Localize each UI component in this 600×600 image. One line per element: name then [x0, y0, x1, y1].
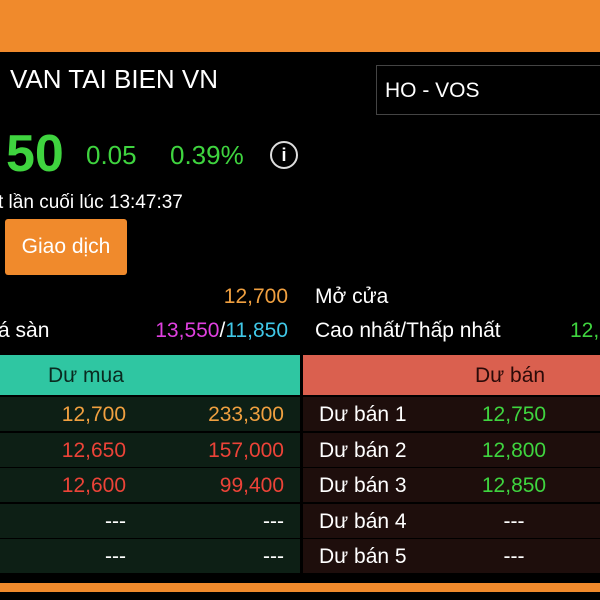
change-percent: 0.39%	[170, 140, 244, 170]
sell-label: Dư bán 2	[319, 438, 407, 462]
sell-cell-bg	[303, 539, 600, 573]
sell-price: 12,850	[481, 474, 547, 497]
open-value: 12,700	[223, 285, 288, 308]
sell-header: Dư bán	[303, 355, 600, 395]
sell-price: 12,750	[481, 403, 547, 426]
buy-cell-bg	[0, 539, 300, 573]
bottom-bar	[0, 583, 600, 592]
buy-price: 12,700	[61, 403, 126, 426]
sell-cell-bg	[303, 432, 600, 467]
symbol-text: HO - VOS	[385, 79, 480, 102]
order-row: 12,700 233,300 Dư bán 1 12,750	[0, 397, 600, 432]
buy-cell-bg	[0, 432, 300, 467]
buy-header: Dư mua	[0, 355, 300, 395]
open-label: Mở cửa	[315, 285, 389, 308]
buy-price: 12,650	[61, 438, 126, 462]
floor: 11,850	[225, 319, 288, 342]
buy-price: ---	[105, 509, 126, 533]
sell-label: Dư bán 3	[319, 474, 407, 497]
order-row: 12,600 99,400 Dư bán 3 12,850	[0, 468, 600, 503]
buy-cell-bg	[0, 503, 300, 538]
buy-header-text: Dư mua	[48, 364, 124, 387]
buy-cell-bg	[0, 468, 300, 502]
order-row: --- --- Dư bán 4 ---	[0, 503, 600, 539]
ceiling: 13,550	[155, 319, 220, 342]
buy-volume: 233,300	[208, 403, 284, 426]
buy-volume: ---	[263, 545, 284, 568]
sell-cell-bg	[303, 397, 600, 431]
high-low-value: 12,	[570, 319, 600, 342]
symbol-box[interactable]: HO - VOS	[376, 65, 600, 115]
ceiling-floor-values: 13,550/11,850	[155, 319, 288, 343]
separator: /	[219, 319, 226, 342]
buy-price: ---	[105, 545, 126, 568]
change: 0.05	[86, 140, 137, 170]
sell-header-text: Dư bán	[475, 364, 546, 387]
sell-price: ---	[503, 509, 525, 533]
buy-cell-bg	[0, 397, 300, 431]
buy-volume: 157,000	[208, 438, 284, 462]
high-low-label: Cao nhất/Thấp nhất	[315, 319, 501, 342]
sell-cell-bg	[303, 468, 600, 502]
info-icon[interactable]: i	[270, 141, 298, 169]
buy-price: 12,600	[61, 474, 126, 497]
sell-price: ---	[503, 545, 525, 568]
sell-label: Dư bán 4	[319, 509, 407, 533]
sell-label: Dư bán 1	[319, 403, 407, 426]
buy-volume: ---	[263, 509, 284, 533]
order-row: 12,650 157,000 Dư bán 2 12,800	[0, 432, 600, 468]
order-row: --- --- Dư bán 5 ---	[0, 539, 600, 574]
ceiling-floor-label: á sàn	[0, 319, 50, 342]
top-bar	[0, 0, 600, 52]
sell-label: Dư bán 5	[319, 545, 407, 568]
trade-button[interactable]: Giao dịch	[5, 219, 127, 275]
buy-volume: 99,400	[219, 474, 284, 497]
sell-price: 12,800	[481, 438, 547, 462]
updated-time: t lần cuối lúc 13:47:37	[0, 192, 183, 213]
price: 50	[6, 125, 64, 183]
sell-cell-bg	[303, 503, 600, 538]
company-name: VAN TAI BIEN VN	[10, 64, 219, 94]
